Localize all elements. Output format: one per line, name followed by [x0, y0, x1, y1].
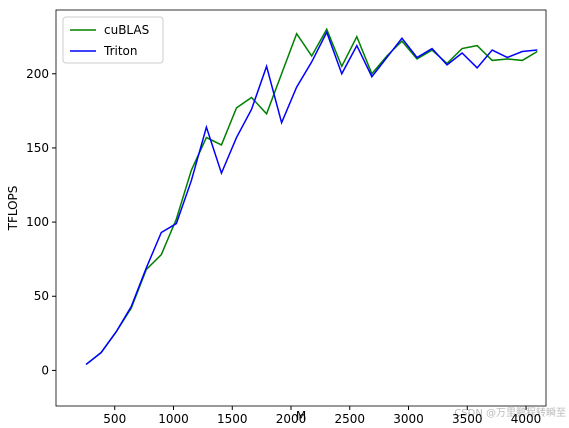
x-tick-label: 1500 — [217, 412, 248, 424]
y-tick-label: 50 — [34, 289, 49, 303]
x-tick-label: 3500 — [452, 412, 483, 424]
y-axis-label: TFLOPS — [6, 186, 20, 232]
legend-label: Triton — [103, 44, 138, 58]
series-line — [85, 30, 538, 366]
x-tick-label: 2500 — [334, 412, 365, 424]
x-axis-label: M — [296, 409, 306, 423]
plot-frame — [55, 9, 547, 407]
series-line — [85, 27, 538, 366]
legend-label: cuBLAS — [104, 23, 149, 37]
x-tick-label: 3000 — [393, 412, 424, 424]
watermark: CSDN @万里鹏程转瞬至 — [454, 406, 566, 419]
y-tick-label: 0 — [41, 363, 49, 377]
x-tick-label: 4000 — [511, 412, 542, 424]
y-tick-label: 150 — [26, 141, 49, 155]
x-tick-label: 2000 — [276, 412, 307, 424]
x-tick-label: 1000 — [158, 412, 189, 424]
x-tick-label: 500 — [103, 412, 126, 424]
y-tick-label: 100 — [26, 215, 49, 229]
y-tick-label: 200 — [26, 67, 49, 81]
